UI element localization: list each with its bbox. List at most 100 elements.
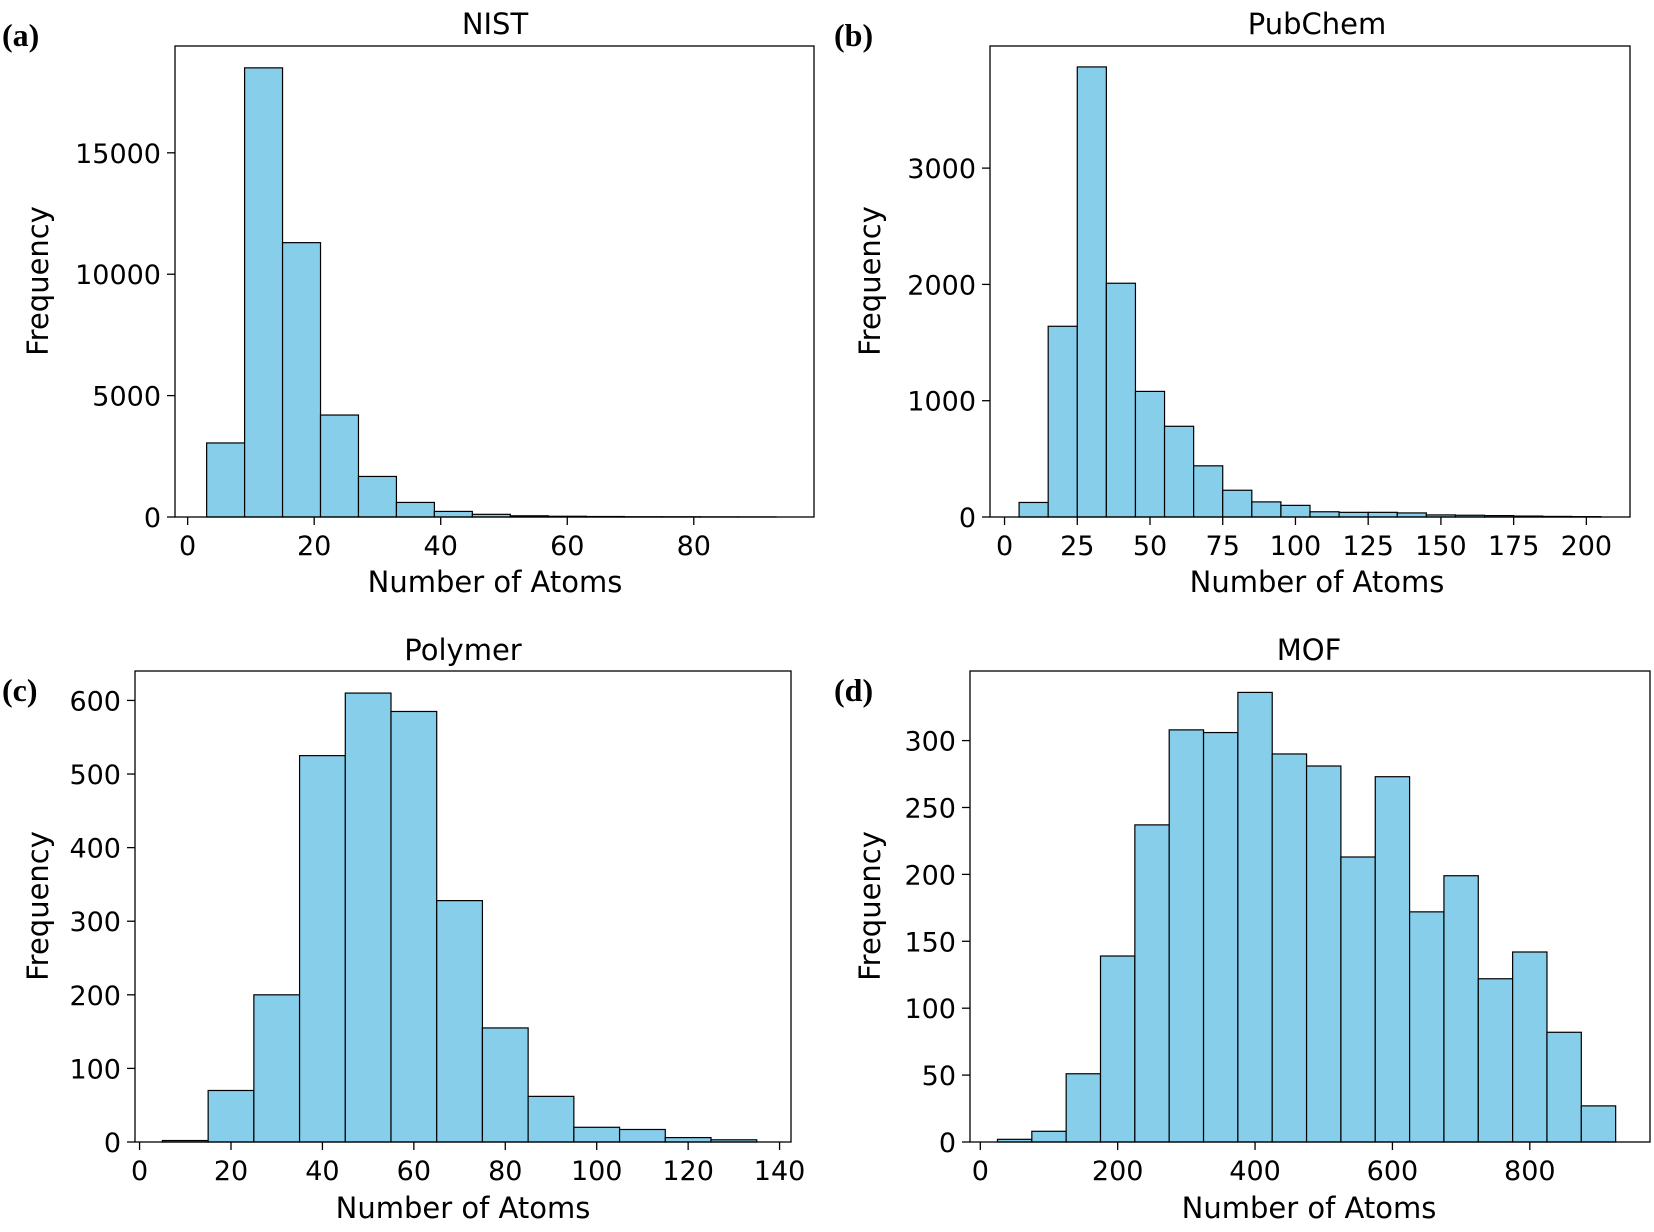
panel-mof: (d) MOF Number of Atoms Frequency 0 200 40… [834, 633, 1651, 1225]
x-tick-label: 75 [1206, 531, 1240, 562]
x-axis-label-nist: Number of Atoms [368, 565, 623, 599]
y-tick-label: 0 [104, 1128, 121, 1159]
bar-mof [1374, 776, 1411, 1143]
y-tick-label: 50 [922, 1061, 956, 1092]
bar-nist [319, 414, 360, 518]
bars-nist [206, 67, 777, 518]
bar-polymer [207, 1089, 255, 1143]
y-ticks-nist: 0 5000 10000 15000 [75, 139, 175, 534]
bar-pubchem [1280, 504, 1311, 518]
bar-pubchem [1309, 511, 1340, 518]
panel-nist: (a) NIST Number of Atoms Frequency 0 20 40… [2, 7, 815, 599]
y-tick-label: 3000 [907, 154, 976, 185]
x-tick-label: 0 [972, 1156, 989, 1187]
bar-pubchem [1251, 501, 1282, 518]
bar-polymer [573, 1126, 621, 1143]
x-tick-label: 60 [550, 531, 584, 562]
bars-polymer [161, 692, 758, 1143]
bar-polymer [344, 692, 392, 1143]
bar-pubchem [1076, 66, 1107, 518]
x-tick-label: 50 [1133, 531, 1167, 562]
y-tick-label: 0 [959, 503, 976, 534]
x-tick-label: 125 [1342, 531, 1394, 562]
y-tick-label: 1000 [907, 387, 976, 418]
x-tick-label: 80 [488, 1156, 522, 1187]
bar-polymer [298, 755, 346, 1143]
bar-mof [1512, 951, 1548, 1143]
y-tick-label: 5000 [92, 382, 161, 413]
x-tick-label: 400 [1229, 1156, 1281, 1187]
y-tick-label: 500 [69, 760, 121, 791]
bar-nist [357, 475, 398, 518]
panel-label-c: (c) [2, 672, 38, 708]
plot-frame-polymer [134, 670, 792, 1143]
y-ticks-mof: 0 50 100 150 200 250 300 [904, 727, 970, 1159]
x-tick-label: 80 [677, 531, 711, 562]
y-axis-label-polymer: Frequency [21, 831, 55, 981]
bar-polymer [390, 710, 438, 1143]
bar-mof [1168, 729, 1205, 1143]
y-ticks-polymer: 0 100 200 300 400 500 600 [69, 686, 135, 1159]
bar-mof [1031, 1130, 1067, 1143]
x-tick-label: 600 [1367, 1156, 1419, 1187]
x-tick-label: 175 [1488, 531, 1540, 562]
y-tick-label: 0 [144, 503, 161, 534]
x-tick-label: 200 [1561, 531, 1613, 562]
bar-pubchem [1367, 511, 1398, 518]
x-axis-label-pubchem: Number of Atoms [1190, 565, 1445, 599]
y-tick-label: 200 [69, 981, 121, 1012]
panel-label-b: (b) [834, 17, 873, 53]
x-axis-label-mof: Number of Atoms [1182, 1191, 1437, 1225]
y-tick-label: 2000 [907, 270, 976, 301]
bar-nist [243, 67, 284, 518]
y-tick-label: 0 [939, 1128, 956, 1159]
x-tick-label: 100 [571, 1156, 623, 1187]
y-ticks-pubchem: 0 1000 2000 3000 [907, 154, 990, 534]
bar-mof [1443, 875, 1479, 1143]
bar-mof [1305, 765, 1342, 1143]
x-ticks-mof: 0 200 400 600 800 [972, 1142, 1556, 1187]
x-tick-label: 140 [754, 1156, 806, 1187]
x-tick-label: 200 [1092, 1156, 1144, 1187]
x-tick-label: 120 [662, 1156, 714, 1187]
x-ticks-polymer: 0 20 40 60 80 100 120 140 [131, 1142, 805, 1187]
y-tick-label: 150 [904, 927, 956, 958]
bar-mof [1271, 753, 1308, 1143]
chart-title-nist: NIST [462, 7, 529, 41]
y-tick-label: 100 [69, 1054, 121, 1085]
x-tick-label: 40 [305, 1156, 339, 1187]
bar-mof [1340, 856, 1376, 1143]
bars-pubchem [1018, 66, 1602, 518]
bar-polymer [664, 1136, 712, 1143]
x-tick-label: 0 [996, 531, 1013, 562]
bar-mof [1580, 1105, 1617, 1143]
y-tick-label: 600 [69, 686, 121, 717]
panel-label-d: (d) [834, 672, 873, 708]
x-tick-label: 800 [1504, 1156, 1556, 1187]
x-tick-label: 20 [297, 531, 331, 562]
bar-nist [395, 501, 435, 518]
bar-mof [1477, 978, 1514, 1143]
bar-mof [1065, 1073, 1102, 1143]
y-tick-label: 250 [904, 793, 956, 824]
panel-pubchem: (b) PubChem Number of Atoms Frequency 0 2… [834, 7, 1631, 599]
y-tick-label: 300 [904, 727, 956, 758]
panel-label-a: (a) [2, 17, 39, 53]
bar-polymer [436, 900, 484, 1143]
x-tick-label: 60 [397, 1156, 431, 1187]
bar-polymer [253, 994, 301, 1143]
bar-pubchem [1163, 425, 1195, 518]
y-axis-label-nist: Frequency [21, 206, 55, 356]
x-tick-label: 150 [1415, 531, 1467, 562]
x-tick-label: 40 [424, 531, 458, 562]
plot-frame-pubchem [989, 45, 1631, 518]
bar-polymer [527, 1095, 575, 1143]
y-tick-label: 300 [69, 907, 121, 938]
bar-mof [1237, 691, 1273, 1143]
bar-polymer [481, 1027, 529, 1143]
bars-mof [996, 691, 1617, 1143]
bar-pubchem [1105, 282, 1137, 518]
y-tick-label: 200 [904, 860, 956, 891]
y-tick-label: 15000 [75, 139, 161, 170]
bar-pubchem [1134, 390, 1166, 518]
